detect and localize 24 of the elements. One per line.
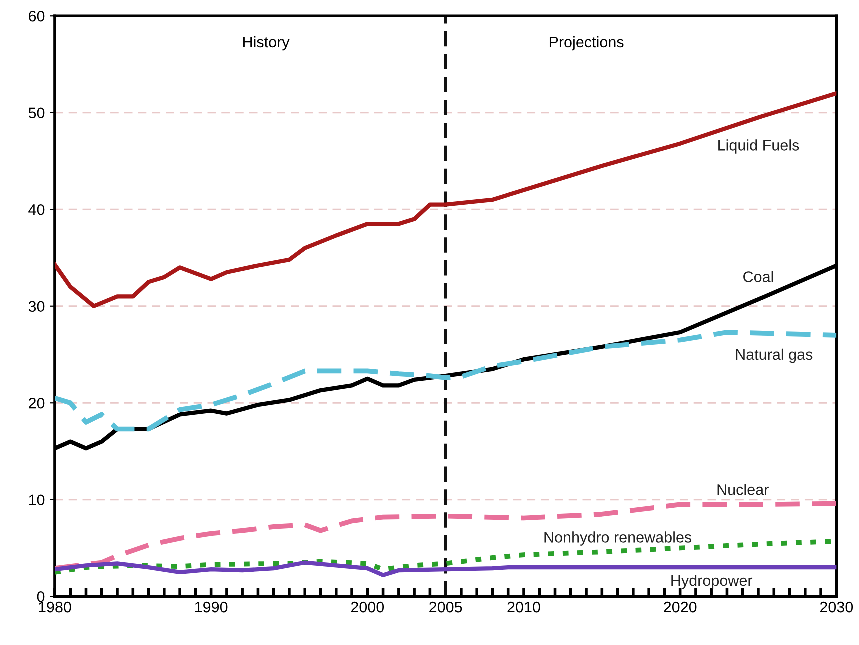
annotation: Projections: [550, 36, 624, 51]
y-tick-label: 50: [28, 108, 45, 119]
series-label: Nuclear: [718, 484, 769, 496]
y-tick-label: 60: [29, 10, 45, 22]
y-tick-label: 0: [37, 591, 45, 602]
x-tick-label: 2010: [508, 602, 540, 613]
x-tick-label: 2000: [351, 602, 384, 613]
x-tick-label: 2005: [430, 602, 462, 613]
y-tick-label: 40: [28, 204, 45, 216]
series-label: Nonhydro renewables: [544, 532, 692, 546]
x-tick-label: 1990: [195, 602, 228, 613]
y-tick-label: 10: [29, 494, 45, 506]
annotation: History: [244, 36, 290, 51]
series-label: Coal: [744, 271, 774, 282]
y-tick-label: 30: [28, 301, 45, 312]
series-label: Natural gas: [736, 348, 813, 364]
series-label: Hydropower: [672, 574, 753, 590]
x-tick-label: 2030: [820, 602, 854, 613]
series-label: Liquid Fuels: [718, 140, 800, 154]
x-tick-label: 2020: [664, 602, 697, 613]
x-tick-label: 1980: [39, 602, 72, 613]
y-tick-label: 20: [29, 398, 45, 409]
line-series: [54, 91, 837, 308]
line-series: [54, 330, 837, 432]
